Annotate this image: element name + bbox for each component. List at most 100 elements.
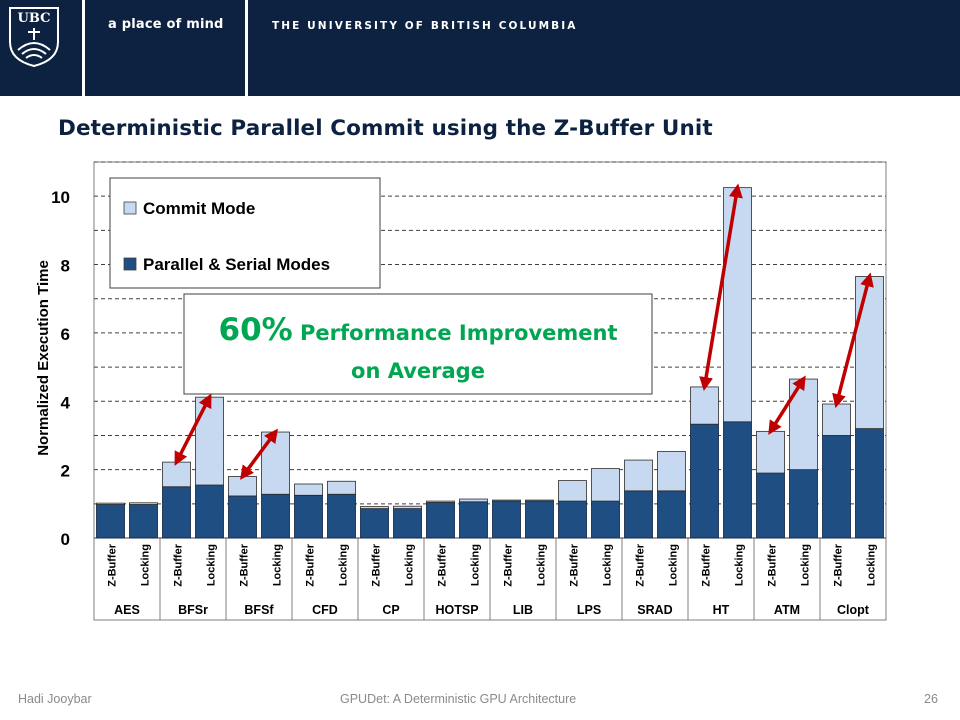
bar-label: Locking xyxy=(602,544,614,586)
bar-parallel-serial xyxy=(525,500,554,539)
bar-commit xyxy=(162,461,191,488)
bar-parallel-serial xyxy=(789,469,818,539)
university-name: THE UNIVERSITY OF BRITISH COLUMBIA xyxy=(272,20,578,32)
group-label: LIB xyxy=(513,603,533,617)
bar-commit xyxy=(96,502,125,505)
bar-label: Z-Buffer xyxy=(767,543,779,586)
legend-swatch xyxy=(123,201,137,215)
legend-label: Parallel & Serial Modes xyxy=(143,255,330,274)
bar-label: Locking xyxy=(140,544,152,586)
footer-talk-title: GPUDet: A Deterministic GPU Architecture xyxy=(340,692,577,706)
bar-parallel-serial xyxy=(492,500,521,539)
group-label: SRAD xyxy=(637,603,672,617)
callout-highlight: 60% xyxy=(219,312,293,348)
bar-parallel-serial xyxy=(690,423,719,539)
ubc-crest-icon: UBC xyxy=(9,7,59,68)
banner-divider-1 xyxy=(82,0,85,96)
improvement-arrow xyxy=(699,183,743,392)
bar-label: Z-Buffer xyxy=(107,543,119,586)
group-label: Clopt xyxy=(837,603,870,617)
bar-label: Locking xyxy=(734,544,746,586)
y-axis-label: Normalized Execution Time xyxy=(35,260,52,456)
banner-divider-2 xyxy=(245,0,248,96)
group-label: AES xyxy=(114,603,140,617)
slide-title: Deterministic Parallel Commit using the … xyxy=(58,116,713,141)
group-label: ATM xyxy=(774,603,800,617)
bar-parallel-serial xyxy=(558,500,587,539)
bar-parallel-serial xyxy=(96,504,125,539)
bar-label: Locking xyxy=(206,544,218,586)
bar-commit xyxy=(360,506,389,510)
improvement-arrow xyxy=(239,428,279,480)
improvement-arrow xyxy=(174,393,212,466)
header-banner: UBC a place of mind THE UNIVERSITY OF BR… xyxy=(0,0,960,96)
bar-commit xyxy=(228,476,257,497)
bar-label: Locking xyxy=(404,544,416,586)
tagline: a place of mind xyxy=(108,17,224,32)
y-tick-label: 0 xyxy=(61,530,70,549)
bar-commit xyxy=(426,500,455,503)
bar-label: Locking xyxy=(668,544,680,586)
callout-box xyxy=(183,293,653,395)
bar-commit xyxy=(591,468,620,502)
bar-parallel-serial xyxy=(723,421,752,539)
execution-time-chart: 0 2 4 6 8 10 Normalized Execution Time Z-Buffer… xyxy=(35,161,887,621)
bar-commit xyxy=(294,483,323,496)
bar-parallel-serial xyxy=(591,500,620,539)
group-label: BFSr xyxy=(178,603,208,617)
logo-text: UBC xyxy=(18,11,51,26)
bar-commit xyxy=(855,276,884,430)
y-tick-label: 10 xyxy=(51,188,70,207)
group-label: CFD xyxy=(312,603,338,617)
legend-box xyxy=(109,177,381,289)
group-label: LPS xyxy=(577,603,601,617)
y-tick-label: 2 xyxy=(61,462,70,481)
bar-parallel-serial xyxy=(657,490,686,539)
bar-parallel-serial xyxy=(228,495,257,539)
bar-commit xyxy=(492,499,521,502)
bar-parallel-serial xyxy=(426,502,455,539)
bar-parallel-serial xyxy=(195,484,224,539)
bar-label: Locking xyxy=(272,544,284,586)
bar-commit xyxy=(327,480,356,495)
bar-commit xyxy=(690,386,719,425)
bar-commit xyxy=(723,187,752,423)
bar-label: Locking xyxy=(866,544,878,586)
bar-parallel-serial xyxy=(162,486,191,539)
bar-commit xyxy=(756,430,785,474)
bar-label: Z-Buffer xyxy=(833,543,845,586)
legend-swatch xyxy=(123,257,137,271)
bar-commit xyxy=(195,396,224,486)
bar-parallel-serial xyxy=(624,490,653,539)
bar-parallel-serial xyxy=(756,472,785,539)
legend-label: Commit Mode xyxy=(143,199,255,218)
bar-label: Z-Buffer xyxy=(239,543,251,586)
bar-commit xyxy=(624,459,653,492)
group-label: CP xyxy=(382,603,399,617)
improvement-arrow xyxy=(768,375,806,435)
bar-commit xyxy=(261,431,290,495)
callout-line1: 60% Performance Improvement xyxy=(219,312,618,348)
bar-parallel-serial xyxy=(393,508,422,539)
bar-label: Z-Buffer xyxy=(701,543,713,586)
footer-author: Hadi Jooybar xyxy=(18,692,92,706)
footer-page-number: 26 xyxy=(924,692,938,706)
bar-label: Z-Buffer xyxy=(635,543,647,586)
bar-label: Z-Buffer xyxy=(569,543,581,586)
bar-label: Locking xyxy=(800,544,812,586)
bar-commit xyxy=(525,499,554,502)
bar-parallel-serial xyxy=(294,494,323,539)
group-label: HT xyxy=(713,603,730,617)
bar-commit xyxy=(393,505,422,510)
y-tick-label: 6 xyxy=(61,325,70,344)
bar-parallel-serial xyxy=(360,508,389,539)
group-label: HOTSP xyxy=(435,603,478,617)
callout-text: Performance Improvement xyxy=(293,321,618,345)
bar-commit xyxy=(459,498,488,503)
bar-parallel-serial xyxy=(261,493,290,539)
improvement-arrow xyxy=(832,272,874,409)
bar-label: Locking xyxy=(536,544,548,586)
bar-commit xyxy=(129,502,158,505)
bar-label: Z-Buffer xyxy=(503,543,515,586)
bar-parallel-serial xyxy=(822,435,851,539)
